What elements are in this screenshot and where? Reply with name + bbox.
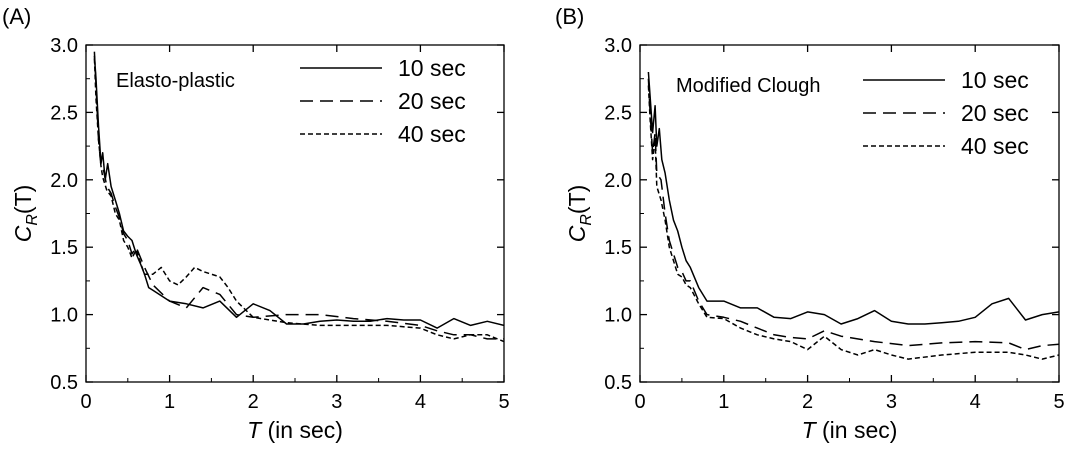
legend-entry-label: 40 sec xyxy=(398,121,466,147)
y-axis-argument: (T) xyxy=(10,185,36,214)
x-axis-unit: (in sec) xyxy=(816,417,898,443)
x-tick-label: 0 xyxy=(80,391,91,413)
y-axis-label: CR(T) xyxy=(564,185,595,243)
x-tick-label: 1 xyxy=(718,391,729,413)
x-axis-unit: (in sec) xyxy=(261,417,343,443)
y-tick-label: 3.0 xyxy=(604,35,632,57)
series-line-40-sec xyxy=(647,85,1059,360)
panel-label: (A) xyxy=(2,4,31,29)
series-line-10-sec xyxy=(93,55,504,329)
series-line-40-sec xyxy=(93,58,504,343)
y-tick-label: 1.0 xyxy=(604,305,632,327)
legend-entry-label: 40 sec xyxy=(961,133,1029,159)
series-line-20-sec xyxy=(647,78,1059,351)
y-axis-argument: (T) xyxy=(564,185,590,214)
chart-panel-1: 0 1 2 3 4 50.51.01.52.02.53.0(A)T (in sec)CR(… xyxy=(2,4,510,443)
model-label: Modified Clough xyxy=(676,75,821,97)
x-tick-label: 3 xyxy=(886,391,897,413)
x-axis-variable: T xyxy=(802,417,818,443)
chart-panel-2: 0 1 2 3 4 50.51.01.52.02.53.0(B)T (in sec)CR(… xyxy=(555,4,1065,443)
y-axis-subscript: R xyxy=(24,214,41,226)
model-label: Elasto-plastic xyxy=(116,70,235,92)
y-tick-label: 2.0 xyxy=(604,170,632,192)
y-axis-variable: C xyxy=(564,225,590,242)
x-tick-label: 2 xyxy=(248,391,259,413)
y-axis-variable: C xyxy=(10,225,36,242)
y-tick-label: 1.5 xyxy=(604,237,632,259)
series-line-10-sec xyxy=(647,71,1059,325)
y-axis-subscript: R xyxy=(578,214,595,226)
x-tick-label: 5 xyxy=(1053,391,1064,413)
legend-entry-label: 20 sec xyxy=(961,100,1029,126)
legend-entry-label: 10 sec xyxy=(398,55,466,81)
x-tick-label: 0 xyxy=(634,391,645,413)
panel-label: (B) xyxy=(555,4,584,29)
x-tick-label: 4 xyxy=(970,391,981,413)
x-tick-label: 5 xyxy=(498,391,509,413)
y-tick-label: 1.0 xyxy=(50,305,78,327)
y-tick-label: 1.5 xyxy=(50,237,78,259)
x-axis-variable: T xyxy=(247,417,263,443)
y-axis-label: CR(T) xyxy=(10,185,41,243)
y-tick-label: 3.0 xyxy=(50,35,78,57)
y-tick-label: 2.5 xyxy=(50,102,78,124)
legend-entry-label: 20 sec xyxy=(398,88,466,114)
x-axis-label: T (in sec) xyxy=(802,417,898,443)
y-tick-label: 0.5 xyxy=(604,372,632,394)
x-tick-label: 4 xyxy=(415,391,426,413)
y-tick-label: 2.5 xyxy=(604,102,632,124)
x-tick-label: 1 xyxy=(164,391,175,413)
x-tick-label: 2 xyxy=(802,391,813,413)
y-tick-label: 2.0 xyxy=(50,170,78,192)
x-axis-label: T (in sec) xyxy=(247,417,343,443)
y-tick-label: 0.5 xyxy=(50,372,78,394)
x-tick-label: 3 xyxy=(331,391,342,413)
legend-entry-label: 10 sec xyxy=(961,67,1029,93)
series-line-20-sec xyxy=(93,51,504,340)
